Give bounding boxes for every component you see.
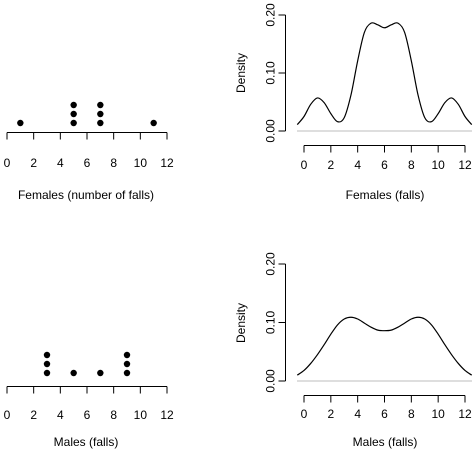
males-density-panel: 0 2 4 6 8 10 12 0.00 0.10 0.20 Males (falls) Den… <box>234 252 473 449</box>
females-density-x-tick-label-3: 6 <box>381 158 388 172</box>
males-dotplot-tick-label-1: 2 <box>30 408 37 422</box>
females-dotplot-point-6 <box>97 101 104 109</box>
males-dotplot-tick-label-0: 0 <box>4 408 11 422</box>
males-dotplot-tick-label-3: 6 <box>84 408 91 422</box>
females-dotplot-point-1 <box>70 119 77 127</box>
males-dotplot-point-5 <box>123 369 131 377</box>
males-dotplot-tick-label-4: 8 <box>110 408 117 422</box>
females-dotplot-point-7 <box>150 119 157 127</box>
males-density-x-tick-label-1: 2 <box>327 407 334 421</box>
females-dotplot-tick-label-0: 0 <box>4 156 11 170</box>
males-dotplot-point-6 <box>123 360 131 368</box>
females-dotplot-panel: 0 2 4 6 8 10 12 Females (number of falls) <box>4 101 174 202</box>
females-density-ylabel: Density <box>234 53 248 93</box>
females-density-x-tick-label-4: 8 <box>408 158 415 172</box>
females-density-x-tick-label-0: 0 <box>301 158 308 172</box>
females-dotplot-point-2 <box>70 110 77 118</box>
males-density-y-tick-label-2: 0.20 <box>264 252 278 276</box>
males-dotplot-tick-label-5: 10 <box>134 408 148 422</box>
females-dotplot-point-5 <box>97 110 104 118</box>
males-density-y-tick-label-0: 0.00 <box>264 369 278 393</box>
males-density-x-tick-label-6: 12 <box>458 407 472 421</box>
females-density-curve <box>296 22 473 126</box>
females-density-x-ticks: 0 2 4 6 8 10 12 <box>301 145 472 172</box>
females-density-xlabel: Females (falls) <box>346 188 425 202</box>
females-density-x-tick-label-6: 12 <box>458 158 472 172</box>
females-dotplot-tick-label-4: 8 <box>110 156 117 170</box>
females-density-x-tick-label-5: 10 <box>431 158 445 172</box>
females-density-y-tick-label-1: 0.10 <box>264 61 278 85</box>
males-dotplot-points <box>43 351 131 377</box>
males-density-y-ticks: 0.00 0.10 0.20 <box>264 252 286 393</box>
males-density-y-tick-label-1: 0.10 <box>264 310 278 334</box>
females-dotplot-xlabel: Females (number of falls) <box>18 188 154 202</box>
males-density-x-ticks: 0 2 4 6 8 10 12 <box>301 395 472 421</box>
females-dotplot-tick-label-5: 10 <box>134 156 148 170</box>
females-dotplot-tick-label-1: 2 <box>30 156 37 170</box>
females-dotplot-tick-label-2: 4 <box>57 156 64 170</box>
females-dotplot-ticks: 0 2 4 6 8 10 12 <box>4 132 174 170</box>
females-dotplot-point-3 <box>70 101 77 109</box>
females-dotplot-point-0 <box>17 119 24 127</box>
males-dotplot-point-4 <box>97 369 104 377</box>
males-dotplot-point-0 <box>43 369 51 377</box>
females-dotplot-points <box>17 101 157 127</box>
females-density-x-tick-label-2: 4 <box>354 158 361 172</box>
males-density-x-tick-label-0: 0 <box>301 407 308 421</box>
males-density-x-tick-label-5: 10 <box>431 407 445 421</box>
males-density-x-tick-label-2: 4 <box>354 407 361 421</box>
males-density-x-tick-label-3: 6 <box>381 407 388 421</box>
males-density-curve <box>296 316 473 376</box>
females-dotplot-point-4 <box>97 119 104 127</box>
males-density-xlabel: Males (falls) <box>353 435 418 449</box>
males-dotplot-ticks: 0 2 4 6 8 10 12 <box>4 386 174 422</box>
males-dotplot-panel: 0 2 4 6 8 10 12 Males (falls) <box>4 351 174 449</box>
females-density-y-tick-label-0: 0.00 <box>264 119 278 143</box>
males-dotplot-tick-label-2: 4 <box>57 408 64 422</box>
males-density-ylabel: Density <box>234 303 248 343</box>
females-density-x-tick-label-1: 2 <box>327 158 334 172</box>
females-density-y-tick-label-2: 0.20 <box>264 3 278 27</box>
males-dotplot-point-3 <box>70 369 77 377</box>
females-density-y-ticks: 0.00 0.10 0.20 <box>264 3 286 143</box>
females-density-panel: 0 2 4 6 8 10 12 0.00 0.10 0.20 Females (falls) D… <box>234 3 473 202</box>
males-dotplot-tick-label-6: 12 <box>160 408 174 422</box>
males-dotplot-point-1 <box>43 360 51 368</box>
females-dotplot-tick-label-3: 6 <box>84 156 91 170</box>
males-dotplot-point-7 <box>123 351 131 359</box>
males-dotplot-point-2 <box>43 351 51 359</box>
females-dotplot-tick-label-6: 12 <box>160 156 174 170</box>
males-density-x-tick-label-4: 8 <box>408 407 415 421</box>
males-dotplot-xlabel: Males (falls) <box>54 435 119 449</box>
